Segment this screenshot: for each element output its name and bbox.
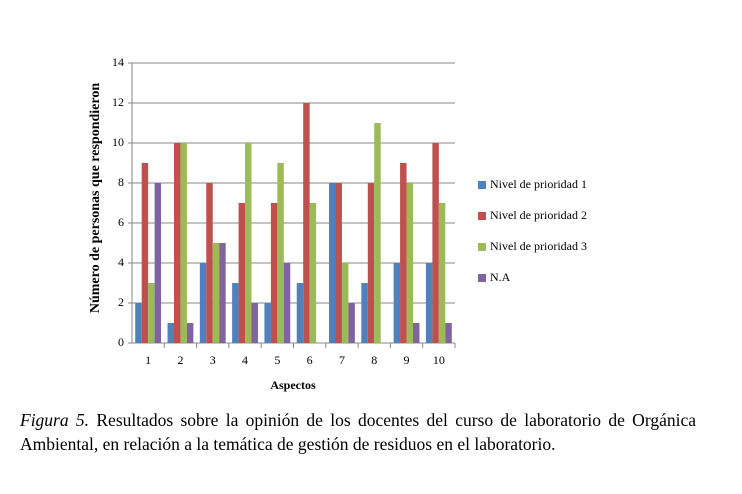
y-axis-label: Número de personas que respondieron <box>88 83 103 313</box>
bar <box>180 143 187 343</box>
caption-label: Figura 5. <box>20 410 90 430</box>
bar <box>206 183 213 343</box>
x-tick-label: 1 <box>145 353 151 367</box>
x-tick-label: 10 <box>433 353 445 367</box>
y-tick-label: 10 <box>112 135 124 149</box>
bar <box>296 283 304 343</box>
bar <box>270 203 278 343</box>
bar <box>413 323 420 343</box>
bar <box>264 303 271 343</box>
bar <box>367 183 375 343</box>
bar <box>445 323 452 343</box>
bar <box>212 243 220 343</box>
bar <box>393 263 401 343</box>
bar <box>186 323 194 343</box>
legend-label: Nivel de prioridad 1 <box>490 177 587 191</box>
legend-label: N.A <box>490 270 511 284</box>
x-tick-label: 3 <box>210 353 216 367</box>
bar <box>425 263 433 343</box>
bar <box>167 323 174 343</box>
bar <box>245 143 252 343</box>
x-tick-label: 5 <box>274 353 280 367</box>
bar <box>199 263 207 343</box>
y-tick-label: 6 <box>118 215 124 229</box>
chart: Número de personas que respondieron Aspe… <box>88 55 587 392</box>
y-tick-label: 14 <box>112 55 124 69</box>
legend-label: Nivel de prioridad 2 <box>490 208 587 222</box>
bar <box>374 123 381 343</box>
x-tick-label: 2 <box>177 353 183 367</box>
bar <box>341 263 349 343</box>
x-axis-label: Aspectos <box>270 378 316 392</box>
y-tick-label: 0 <box>118 335 124 349</box>
y-tick-label: 12 <box>112 95 124 109</box>
bar <box>361 283 368 343</box>
bar <box>277 163 284 343</box>
legend-label: Nivel de prioridad 3 <box>490 239 587 253</box>
bar <box>335 183 342 343</box>
y-tick-label: 4 <box>118 255 124 269</box>
bar <box>348 303 355 343</box>
bar <box>148 283 155 343</box>
y-tick-label: 8 <box>118 175 124 189</box>
bar <box>432 143 439 343</box>
bar <box>438 203 446 343</box>
bar <box>219 243 226 343</box>
x-tick-label: 7 <box>339 353 345 367</box>
legend-swatch <box>478 243 486 251</box>
legend-swatch <box>478 181 486 189</box>
bar <box>238 203 246 343</box>
bar <box>309 203 317 343</box>
y-tick-label: 2 <box>118 295 124 309</box>
legend-swatch <box>478 274 486 282</box>
caption: Figura 5. Resultados sobre la opinión de… <box>20 408 696 456</box>
bar <box>303 103 310 343</box>
x-tick-label: 8 <box>371 353 377 367</box>
bar <box>141 163 149 343</box>
bar <box>173 143 181 343</box>
x-tick-label: 9 <box>404 353 410 367</box>
bar <box>406 183 414 343</box>
bar <box>283 263 291 343</box>
bar <box>232 283 239 343</box>
caption-text: Resultados sobre la opinión de los docen… <box>20 410 696 454</box>
legend-swatch <box>478 212 486 220</box>
bar <box>154 183 162 343</box>
bar <box>400 163 407 343</box>
x-tick-label: 6 <box>307 353 313 367</box>
x-tick-label: 4 <box>242 353 248 367</box>
bar <box>135 303 142 343</box>
bar <box>329 183 336 343</box>
bar <box>251 303 258 343</box>
